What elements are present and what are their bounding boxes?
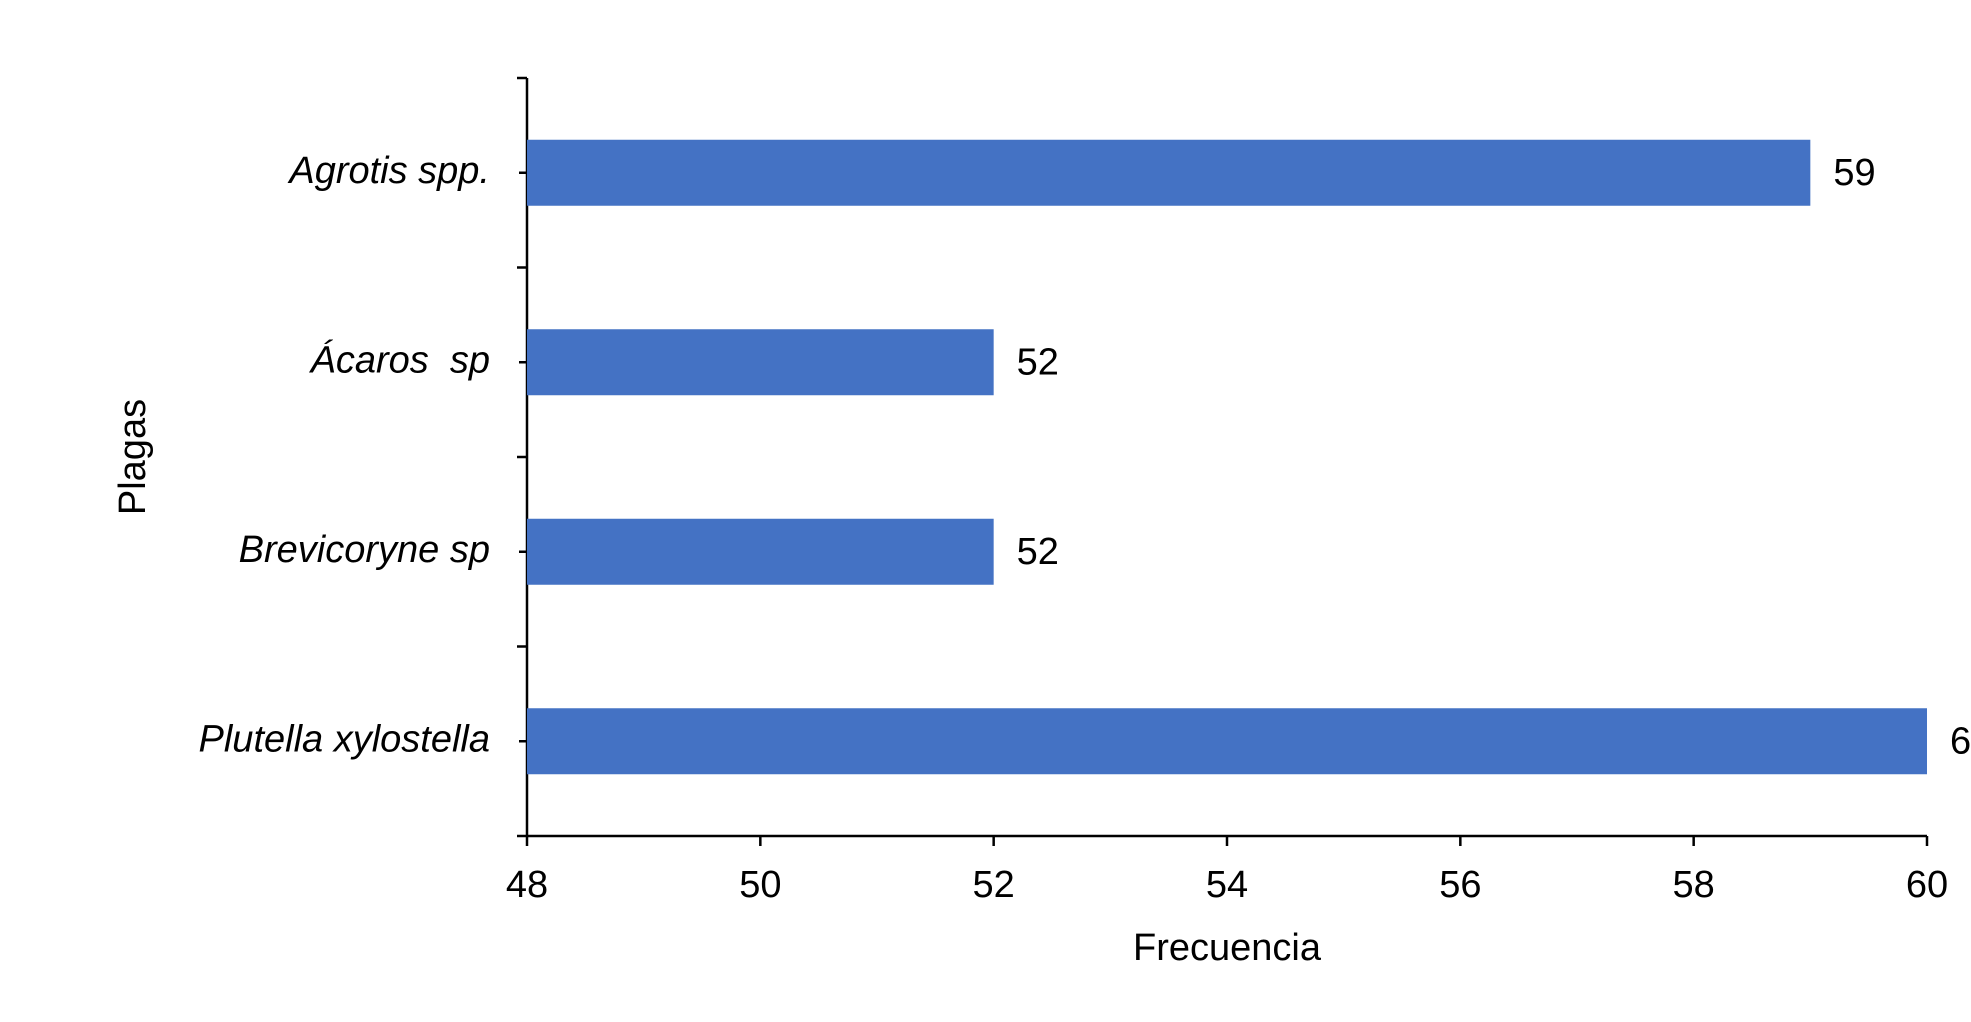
data-label: 52 (1017, 341, 1059, 383)
y-tick-label: Plutella xylostella (199, 718, 490, 760)
data-label: 52 (1017, 531, 1059, 573)
x-tick-label: 50 (739, 864, 781, 906)
bar (527, 708, 1927, 775)
bar (527, 518, 994, 585)
x-tick-label: 56 (1439, 864, 1481, 906)
x-axis-label: Frecuencia (1133, 927, 1322, 969)
y-tick-label: Brevicoryne sp (239, 529, 490, 571)
y-axis-label: Plagas (112, 399, 154, 515)
data-label: 60 (1950, 720, 1971, 762)
bar (527, 329, 994, 396)
x-tick-label: 54 (1206, 864, 1248, 906)
x-tick-label: 52 (973, 864, 1015, 906)
y-tick-label: Ácaros sp (308, 338, 490, 381)
data-label: 59 (1833, 152, 1875, 194)
x-tick-label: 58 (1673, 864, 1715, 906)
bar (527, 139, 1811, 206)
x-tick-label: 60 (1906, 864, 1948, 906)
x-tick-label: 48 (506, 864, 548, 906)
y-tick-label: Agrotis spp. (287, 150, 490, 192)
